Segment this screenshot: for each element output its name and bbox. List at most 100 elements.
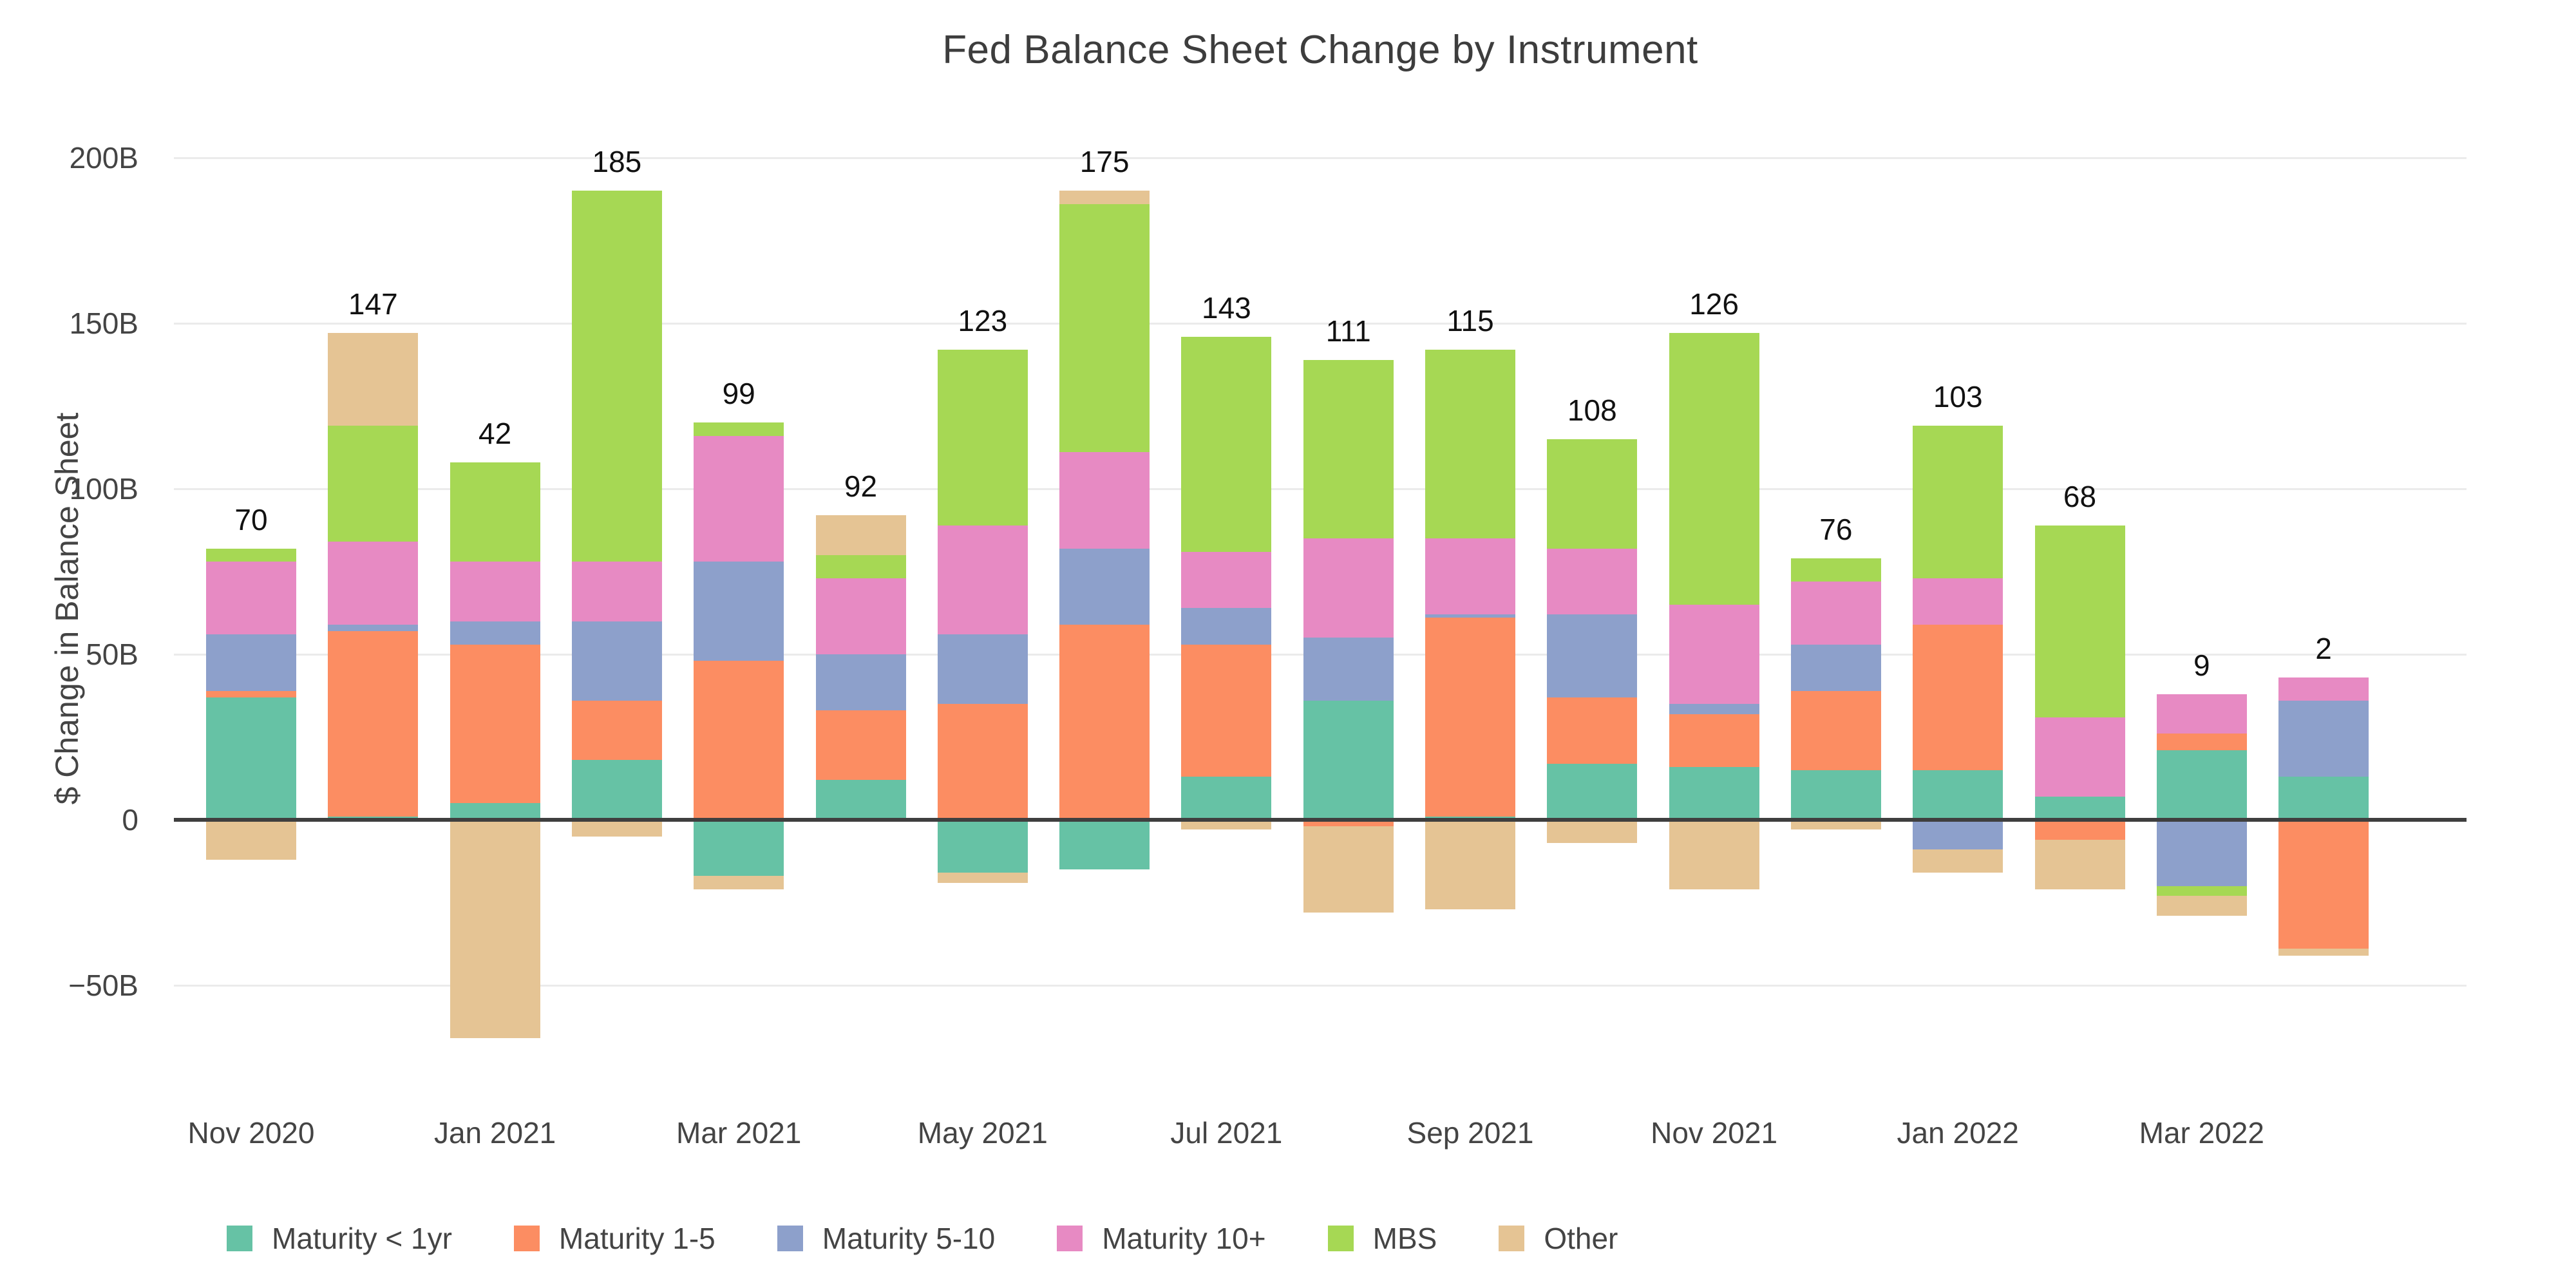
bar-segment[interactable] xyxy=(206,820,296,860)
bar-segment[interactable] xyxy=(937,525,1028,635)
bar-segment[interactable] xyxy=(328,624,419,631)
bar-segment[interactable] xyxy=(1669,604,1759,705)
bar-segment[interactable] xyxy=(2034,525,2125,717)
bar-segment[interactable] xyxy=(937,350,1028,526)
bar-segment[interactable] xyxy=(450,803,540,820)
bar-segment[interactable] xyxy=(694,435,784,562)
bar-segment[interactable] xyxy=(1181,608,1272,645)
bar-segment[interactable] xyxy=(1181,820,1272,830)
legend-item[interactable]: Maturity < 1yr xyxy=(227,1221,452,1256)
bar-segment[interactable] xyxy=(328,333,419,426)
bar-segment[interactable] xyxy=(1425,820,1515,909)
bar-segment[interactable] xyxy=(1059,452,1150,549)
bar-segment[interactable] xyxy=(2278,949,2369,956)
bar-segment[interactable] xyxy=(1913,578,2003,625)
bar-segment[interactable] xyxy=(328,542,419,625)
bar-segment[interactable] xyxy=(1303,538,1394,638)
bar-segment[interactable] xyxy=(1181,551,1272,609)
bar-segment[interactable] xyxy=(1669,766,1759,820)
bar-segment[interactable] xyxy=(450,644,540,804)
bar-segment[interactable] xyxy=(815,515,906,555)
legend-item[interactable]: MBS xyxy=(1327,1221,1437,1256)
bar-segment[interactable] xyxy=(1913,820,2003,850)
bar-segment[interactable] xyxy=(1547,548,1638,615)
bar-segment[interactable] xyxy=(450,820,540,1039)
bar-segment[interactable] xyxy=(1059,548,1150,625)
bar-segment[interactable] xyxy=(1790,690,1881,770)
bar-segment[interactable] xyxy=(1669,820,1759,889)
bar-segment[interactable] xyxy=(2278,820,2369,949)
bar-segment[interactable] xyxy=(1303,820,1394,827)
bar-segment[interactable] xyxy=(206,690,296,697)
bar-segment[interactable] xyxy=(1913,426,2003,578)
bar-segment[interactable] xyxy=(1059,820,1150,870)
bar-segment[interactable] xyxy=(1059,191,1150,204)
bar-segment[interactable] xyxy=(1790,770,1881,820)
bar-segment[interactable] xyxy=(571,700,662,761)
bar-segment[interactable] xyxy=(328,426,419,542)
bar-segment[interactable] xyxy=(1913,770,2003,820)
bar-segment[interactable] xyxy=(1303,359,1394,539)
bar-segment[interactable] xyxy=(937,873,1028,883)
bar-segment[interactable] xyxy=(2034,820,2125,840)
bar-segment[interactable] xyxy=(571,191,662,562)
bar-segment[interactable] xyxy=(1790,581,1881,645)
bar-segment[interactable] xyxy=(694,422,784,436)
bar-segment[interactable] xyxy=(450,462,540,562)
bar-segment[interactable] xyxy=(815,554,906,578)
bar-segment[interactable] xyxy=(2156,896,2247,916)
bar-segment[interactable] xyxy=(815,710,906,781)
bar-segment[interactable] xyxy=(1547,763,1638,820)
bar-segment[interactable] xyxy=(1790,644,1881,691)
bar-segment[interactable] xyxy=(450,621,540,645)
bar-segment[interactable] xyxy=(1913,624,2003,770)
bar-segment[interactable] xyxy=(1547,697,1638,764)
bar-segment[interactable] xyxy=(1790,558,1881,582)
bar-segment[interactable] xyxy=(937,820,1028,873)
bar-segment[interactable] xyxy=(571,820,662,837)
bar-segment[interactable] xyxy=(206,548,296,562)
bar-segment[interactable] xyxy=(2156,750,2247,820)
bar-segment[interactable] xyxy=(2278,777,2369,820)
bar-segment[interactable] xyxy=(1790,820,1881,830)
bar-segment[interactable] xyxy=(571,760,662,820)
bar-segment[interactable] xyxy=(694,820,784,876)
bar-segment[interactable] xyxy=(1425,538,1515,615)
bar-segment[interactable] xyxy=(2156,694,2247,734)
bar-segment[interactable] xyxy=(206,562,296,635)
bar-segment[interactable] xyxy=(815,578,906,654)
bar-segment[interactable] xyxy=(1059,624,1150,820)
bar-segment[interactable] xyxy=(937,634,1028,705)
bar-segment[interactable] xyxy=(2278,677,2369,701)
bar-segment[interactable] xyxy=(1303,826,1394,913)
bar-segment[interactable] xyxy=(450,562,540,621)
legend-item[interactable]: Maturity 1-5 xyxy=(513,1221,715,1256)
legend-item[interactable]: Maturity 10+ xyxy=(1057,1221,1266,1256)
bar-segment[interactable] xyxy=(1181,644,1272,777)
bar-segment[interactable] xyxy=(2156,734,2247,751)
bar-segment[interactable] xyxy=(1181,336,1272,552)
bar-segment[interactable] xyxy=(328,631,419,817)
bar-segment[interactable] xyxy=(2034,839,2125,889)
legend-item[interactable]: Other xyxy=(1499,1221,1618,1256)
bar-segment[interactable] xyxy=(815,654,906,711)
bar-segment[interactable] xyxy=(1547,614,1638,697)
bar-segment[interactable] xyxy=(1425,614,1515,618)
bar-segment[interactable] xyxy=(571,562,662,621)
bar-segment[interactable] xyxy=(1669,714,1759,767)
bar-segment[interactable] xyxy=(2034,717,2125,797)
bar-segment[interactable] xyxy=(694,562,784,661)
bar-segment[interactable] xyxy=(1913,849,2003,873)
bar-segment[interactable] xyxy=(1425,350,1515,539)
bar-segment[interactable] xyxy=(206,634,296,691)
bar-segment[interactable] xyxy=(1669,704,1759,714)
bar-segment[interactable] xyxy=(2034,797,2125,820)
bar-segment[interactable] xyxy=(694,876,784,889)
bar-segment[interactable] xyxy=(1059,204,1150,453)
bar-segment[interactable] xyxy=(2156,820,2247,886)
bar-segment[interactable] xyxy=(694,661,784,820)
bar-segment[interactable] xyxy=(1303,700,1394,820)
bar-segment[interactable] xyxy=(1425,618,1515,817)
bar-segment[interactable] xyxy=(206,697,296,820)
bar-segment[interactable] xyxy=(571,621,662,701)
